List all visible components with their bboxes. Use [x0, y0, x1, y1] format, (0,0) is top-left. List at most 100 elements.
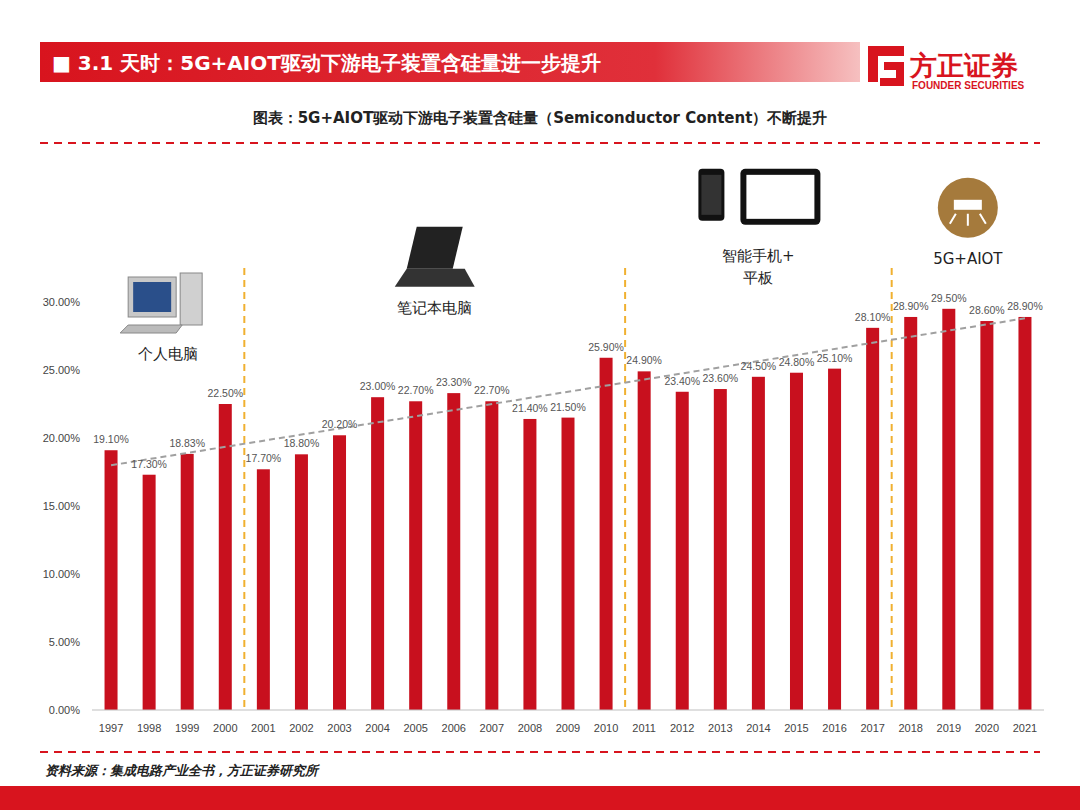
icon-phone: [698, 169, 724, 221]
data-label: 17.70%: [246, 452, 282, 464]
data-label: 23.60%: [703, 372, 739, 384]
icon-5g-waves: [950, 214, 986, 226]
bar: [485, 401, 498, 710]
icon-tablet-screen: [746, 175, 814, 219]
y-tick-label: 15.00%: [43, 500, 81, 512]
bar: [562, 418, 575, 710]
x-tick-label: 2000: [213, 722, 237, 734]
data-label: 25.10%: [817, 352, 853, 364]
era-separator: [624, 268, 626, 710]
bar: [409, 401, 422, 710]
bar: [638, 371, 651, 710]
bar: [752, 377, 765, 710]
footer-bar: [0, 786, 1080, 810]
x-tick-label: 1997: [99, 722, 123, 734]
bar: [333, 435, 346, 710]
bar: [105, 450, 118, 710]
era: 个人电脑: [120, 273, 202, 363]
icon-laptop-base: [395, 269, 475, 287]
data-label: 23.00%: [360, 380, 396, 392]
era: 笔记本电脑: [395, 227, 475, 317]
x-tick-label: 2018: [898, 722, 922, 734]
trend-group: [111, 318, 1025, 465]
data-label: 22.70%: [474, 384, 510, 396]
icon-tower: [180, 273, 202, 325]
divider: [40, 142, 1040, 144]
x-tick-label: 1998: [137, 722, 161, 734]
x-tick-label: 2020: [975, 722, 999, 734]
bar: [904, 317, 917, 710]
data-label: 24.50%: [741, 360, 777, 372]
data-label: 23.40%: [664, 375, 700, 387]
bar: [600, 358, 613, 710]
x-tick-label: 2012: [670, 722, 694, 734]
bar: [714, 389, 727, 710]
y-tick-label: 0.00%: [49, 704, 80, 716]
x-tick-label: 2010: [594, 722, 618, 734]
y-tick: [88, 574, 92, 575]
data-label: 28.60%: [969, 304, 1005, 316]
data-label: 20.20%: [322, 418, 358, 430]
data-label: 21.50%: [550, 401, 586, 413]
data-label: 28.10%: [855, 311, 891, 323]
bar: [790, 373, 803, 710]
source-note: 资料来源：集成电路产业全书，方正证券研究所: [45, 763, 320, 778]
era-label: 智能手机+: [722, 247, 795, 265]
header-text: ■ 3.1 天时：5G+AIOT驱动下游电子装置含硅量进一步提升: [52, 51, 601, 75]
y-tick: [88, 642, 92, 643]
data-label: 18.80%: [284, 437, 320, 449]
x-tick-label: 2013: [708, 722, 732, 734]
divider: [40, 751, 1040, 753]
x-tick-label: 2004: [365, 722, 389, 734]
x-tick-label: 2011: [632, 722, 656, 734]
x-tick-label: 2006: [442, 722, 466, 734]
era-label: 个人电脑: [138, 345, 198, 363]
icon-tablet: [740, 169, 820, 225]
bar: [371, 397, 384, 710]
bar: [219, 404, 232, 710]
chart-title: 图表：5G+AIOT驱动下游电子装置含硅量（Semiconductor Cont…: [253, 109, 828, 127]
bar: [1018, 317, 1031, 710]
era-separator: [243, 268, 245, 710]
y-tick: [88, 710, 92, 711]
data-label: 18.83%: [169, 437, 205, 449]
era-label: 笔记本电脑: [397, 299, 472, 317]
data-label: 29.50%: [931, 292, 967, 304]
x-tick-label: 2005: [403, 722, 427, 734]
x-tick-label: 2001: [251, 722, 275, 734]
x-tick-label: 2021: [1013, 722, 1037, 734]
bar: [295, 454, 308, 710]
logo: 方正证券FOUNDER SECURITIES: [868, 46, 1025, 91]
trend-line: [111, 318, 1025, 465]
icon-5g-device: [954, 200, 982, 210]
y-tick-label: 10.00%: [43, 568, 81, 580]
era-label: 5G+AIOT: [933, 250, 1003, 268]
y-tick-label: 30.00%: [43, 296, 81, 308]
bar: [143, 475, 156, 710]
y-tick-label: 25.00%: [43, 364, 81, 376]
data-label: 24.90%: [626, 354, 662, 366]
x-tick-label: 2008: [518, 722, 542, 734]
y-tick-label: 20.00%: [43, 432, 81, 444]
data-label: 22.50%: [207, 387, 243, 399]
x-tick-label: 1999: [175, 722, 199, 734]
x-tick-label: 2017: [860, 722, 884, 734]
y-tick: [88, 438, 92, 439]
data-label: 22.70%: [398, 384, 434, 396]
x-tick-label: 2007: [480, 722, 504, 734]
icon-keyboard: [120, 325, 182, 333]
data-label: 24.80%: [779, 356, 815, 368]
bar: [676, 392, 689, 710]
icon-laptop-screen: [407, 227, 463, 269]
bar: [257, 469, 270, 710]
y-tick: [88, 506, 92, 507]
logo-mark: [880, 62, 904, 86]
icon-monitor: [128, 277, 176, 317]
bar: [980, 321, 993, 710]
era: 5G+AIOT: [933, 178, 1003, 268]
y-tick: [88, 302, 92, 303]
x-tick-label: 2014: [746, 722, 770, 734]
bar: [523, 419, 536, 710]
logo-subtext: FOUNDER SECURITIES: [912, 80, 1025, 91]
x-tick-label: 2015: [784, 722, 808, 734]
